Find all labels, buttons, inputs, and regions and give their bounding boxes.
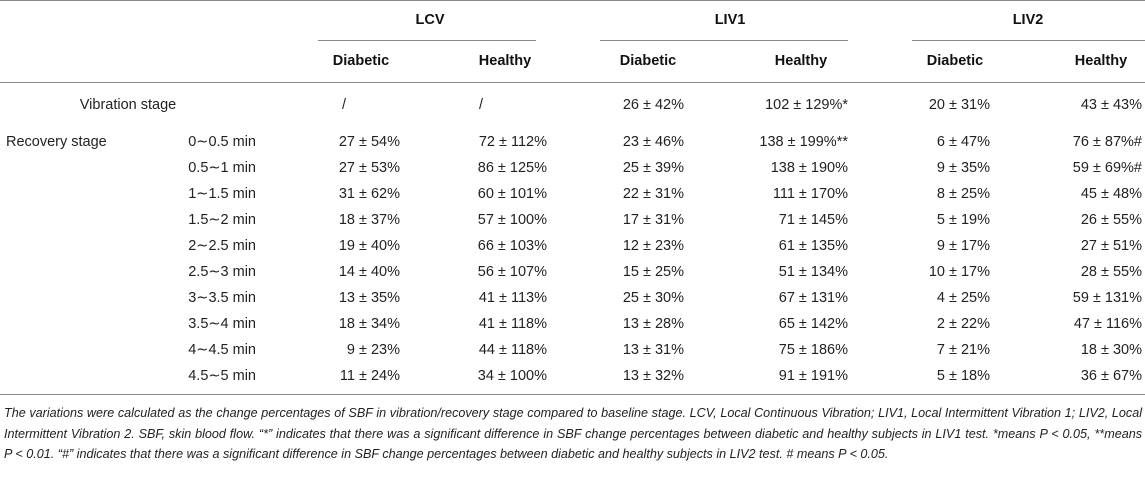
- subheader-liv1-diabetic: Diabetic: [619, 53, 677, 69]
- recovery-liv2-diabetic: 9 ± 35%: [936, 160, 990, 176]
- recovery-liv1-diabetic: 12 ± 23%: [622, 238, 684, 254]
- recovery-lcv-diabetic: 13 ± 35%: [338, 290, 400, 306]
- recovery-liv1-healthy: 75 ± 186%: [778, 342, 848, 358]
- subheader-liv2-diabetic: Diabetic: [926, 53, 984, 69]
- group-header-lcv: LCV: [415, 12, 445, 28]
- recovery-liv1-healthy: 138 ± 199%**: [759, 134, 848, 150]
- recovery-liv2-healthy: 26 ± 55%: [1080, 212, 1142, 228]
- recovery-lcv-healthy: 44 ± 118%: [478, 342, 547, 358]
- recovery-liv2-healthy: 18 ± 30%: [1080, 342, 1142, 358]
- vibration-liv2-healthy: 43 ± 43%: [1080, 97, 1142, 113]
- recovery-lcv-healthy: 60 ± 101%: [477, 186, 547, 202]
- recovery-time-label: 3.5∼4 min: [188, 316, 256, 332]
- recovery-lcv-healthy: 41 ± 113%: [478, 290, 547, 306]
- recovery-lcv-diabetic: 14 ± 40%: [338, 264, 400, 280]
- recovery-liv2-diabetic: 2 ± 22%: [936, 316, 990, 332]
- recovery-time-label: 0.5∼1 min: [188, 160, 256, 176]
- recovery-liv2-healthy: 59 ± 69%#: [1072, 160, 1142, 176]
- recovery-liv1-healthy: 65 ± 142%: [778, 316, 848, 332]
- liv2-group-rule: [912, 40, 1145, 41]
- recovery-liv2-diabetic: 6 ± 47%: [936, 134, 990, 150]
- recovery-liv2-healthy: 47 ± 116%: [1073, 316, 1142, 332]
- recovery-lcv-diabetic: 18 ± 37%: [338, 212, 400, 228]
- recovery-liv1-diabetic: 23 ± 46%: [622, 134, 684, 150]
- recovery-lcv-healthy: 57 ± 100%: [477, 212, 547, 228]
- recovery-time-label: 2.5∼3 min: [188, 264, 256, 280]
- recovery-liv2-diabetic: 5 ± 19%: [936, 212, 990, 228]
- recovery-liv2-healthy: 45 ± 48%: [1080, 186, 1142, 202]
- recovery-liv1-diabetic: 15 ± 25%: [622, 264, 684, 280]
- recovery-stage-label: Recovery stage: [6, 134, 107, 150]
- vibration-lcv-diabetic: /: [341, 97, 347, 113]
- recovery-lcv-healthy: 66 ± 103%: [477, 238, 547, 254]
- vibration-lcv-healthy: /: [478, 97, 484, 113]
- recovery-liv2-diabetic: 5 ± 18%: [936, 368, 990, 384]
- recovery-lcv-diabetic: 19 ± 40%: [338, 238, 400, 254]
- vibration-stage-label: Vibration stage: [79, 97, 177, 113]
- recovery-lcv-diabetic: 27 ± 53%: [338, 160, 400, 176]
- vibration-liv2-diabetic: 20 ± 31%: [928, 97, 990, 113]
- group-header-liv1: LIV1: [714, 12, 746, 28]
- recovery-liv2-healthy: 36 ± 67%: [1080, 368, 1142, 384]
- recovery-lcv-diabetic: 11 ± 24%: [339, 368, 400, 384]
- recovery-liv1-diabetic: 22 ± 31%: [622, 186, 684, 202]
- vibration-liv1-healthy: 102 ± 129%*: [765, 97, 848, 113]
- recovery-liv1-diabetic: 25 ± 30%: [622, 290, 684, 306]
- recovery-lcv-healthy: 56 ± 107%: [477, 264, 547, 280]
- vibration-liv1-diabetic: 26 ± 42%: [622, 97, 684, 113]
- recovery-liv2-diabetic: 4 ± 25%: [936, 290, 990, 306]
- subheader-lcv-diabetic: Diabetic: [332, 53, 390, 69]
- recovery-time-label: 1∼1.5 min: [188, 186, 256, 202]
- recovery-lcv-healthy: 41 ± 118%: [478, 316, 547, 332]
- recovery-liv1-healthy: 67 ± 131%: [778, 290, 848, 306]
- recovery-liv1-diabetic: 13 ± 28%: [622, 316, 684, 332]
- recovery-time-label: 4.5∼5 min: [188, 368, 256, 384]
- recovery-time-label: 3∼3.5 min: [188, 290, 256, 306]
- recovery-liv2-diabetic: 7 ± 21%: [936, 342, 990, 358]
- recovery-liv1-healthy: 138 ± 190%: [770, 160, 848, 176]
- recovery-liv2-healthy: 76 ± 87%#: [1072, 134, 1142, 150]
- table-bottom-rule: [0, 394, 1145, 395]
- recovery-liv2-healthy: 27 ± 51%: [1080, 238, 1142, 254]
- recovery-lcv-diabetic: 18 ± 34%: [338, 316, 400, 332]
- group-header-liv2: LIV2: [1012, 12, 1044, 28]
- recovery-liv2-diabetic: 9 ± 17%: [936, 238, 990, 254]
- table-footnote: The variations were calculated as the ch…: [4, 406, 1142, 461]
- recovery-liv1-diabetic: 25 ± 39%: [622, 160, 684, 176]
- recovery-time-label: 0∼0.5 min: [188, 134, 256, 150]
- recovery-time-label: 1.5∼2 min: [188, 212, 256, 228]
- header-bottom-rule: [0, 82, 1145, 83]
- subheader-liv2-healthy: Healthy: [1074, 53, 1128, 69]
- recovery-liv1-healthy: 71 ± 145%: [778, 212, 848, 228]
- recovery-liv2-diabetic: 10 ± 17%: [928, 264, 990, 280]
- lcv-group-rule: [318, 40, 536, 41]
- recovery-liv2-diabetic: 8 ± 25%: [936, 186, 990, 202]
- subheader-liv1-healthy: Healthy: [774, 53, 828, 69]
- liv1-group-rule: [600, 40, 848, 41]
- recovery-lcv-diabetic: 9 ± 23%: [346, 342, 400, 358]
- recovery-lcv-healthy: 72 ± 112%: [478, 134, 547, 150]
- subheader-lcv-healthy: Healthy: [478, 53, 532, 69]
- recovery-liv2-healthy: 59 ± 131%: [1072, 290, 1142, 306]
- recovery-lcv-diabetic: 31 ± 62%: [338, 186, 400, 202]
- recovery-time-label: 2∼2.5 min: [188, 238, 256, 254]
- recovery-liv1-healthy: 91 ± 191%: [778, 368, 848, 384]
- recovery-lcv-healthy: 86 ± 125%: [477, 160, 547, 176]
- recovery-lcv-diabetic: 27 ± 54%: [338, 134, 400, 150]
- recovery-liv1-healthy: 51 ± 134%: [778, 264, 848, 280]
- table-top-rule: [0, 0, 1145, 1]
- recovery-time-label: 4∼4.5 min: [188, 342, 256, 358]
- recovery-liv1-diabetic: 13 ± 32%: [622, 368, 684, 384]
- recovery-liv1-healthy: 61 ± 135%: [778, 238, 848, 254]
- recovery-liv1-diabetic: 17 ± 31%: [622, 212, 684, 228]
- recovery-liv1-healthy: 111 ± 170%: [772, 186, 848, 202]
- recovery-liv2-healthy: 28 ± 55%: [1080, 264, 1142, 280]
- recovery-lcv-healthy: 34 ± 100%: [477, 368, 547, 384]
- recovery-liv1-diabetic: 13 ± 31%: [622, 342, 684, 358]
